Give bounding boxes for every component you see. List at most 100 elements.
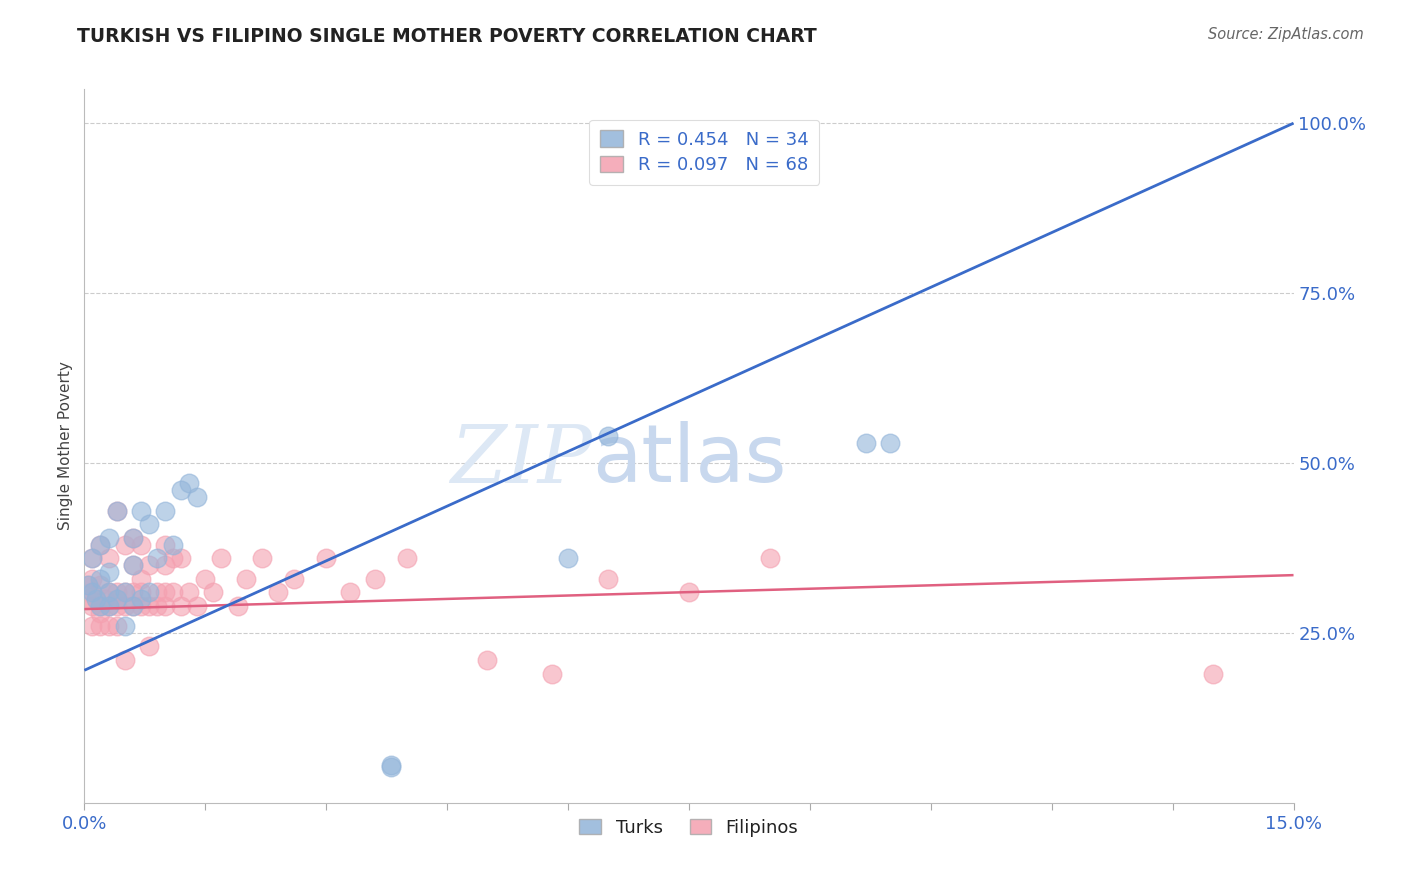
Point xyxy=(89,537,111,551)
Point xyxy=(153,585,176,599)
Point xyxy=(97,619,120,633)
Point xyxy=(146,599,169,613)
Point xyxy=(153,537,176,551)
Point xyxy=(129,537,152,551)
Point xyxy=(339,585,361,599)
Point xyxy=(82,599,104,613)
Point xyxy=(105,591,128,606)
Point xyxy=(105,503,128,517)
Point xyxy=(678,585,700,599)
Text: Source: ZipAtlas.com: Source: ZipAtlas.com xyxy=(1208,27,1364,42)
Point xyxy=(105,591,128,606)
Point xyxy=(380,760,402,774)
Point xyxy=(267,585,290,599)
Legend: Turks, Filipinos: Turks, Filipinos xyxy=(572,812,806,844)
Point xyxy=(209,551,232,566)
Point xyxy=(105,503,128,517)
Y-axis label: Single Mother Poverty: Single Mother Poverty xyxy=(58,361,73,531)
Point xyxy=(138,585,160,599)
Point xyxy=(82,585,104,599)
Point xyxy=(541,666,564,681)
Point xyxy=(121,558,143,572)
Point xyxy=(363,572,385,586)
Point xyxy=(477,653,499,667)
Point xyxy=(153,599,176,613)
Point xyxy=(855,435,877,450)
Point xyxy=(138,599,160,613)
Point xyxy=(129,503,152,517)
Point xyxy=(89,537,111,551)
Point xyxy=(97,585,120,599)
Point xyxy=(82,551,104,566)
Point xyxy=(114,599,136,613)
Point xyxy=(598,429,620,443)
Point xyxy=(76,591,98,606)
Point xyxy=(97,531,120,545)
Point xyxy=(315,551,337,566)
Point xyxy=(86,591,108,606)
Point xyxy=(121,585,143,599)
Point xyxy=(89,606,111,620)
Point xyxy=(598,572,620,586)
Point xyxy=(114,585,136,599)
Point xyxy=(93,591,115,606)
Point xyxy=(129,599,152,613)
Point xyxy=(82,551,104,566)
Point xyxy=(186,490,208,504)
Point xyxy=(97,585,120,599)
Point xyxy=(97,599,120,613)
Point xyxy=(89,599,111,613)
Point xyxy=(380,757,402,772)
Point xyxy=(105,619,128,633)
Point xyxy=(170,551,193,566)
Point xyxy=(283,572,305,586)
Point xyxy=(114,585,136,599)
Point xyxy=(89,599,111,613)
Point xyxy=(138,517,160,532)
Point xyxy=(105,599,128,613)
Point xyxy=(82,572,104,586)
Point xyxy=(121,599,143,613)
Point xyxy=(146,551,169,566)
Point xyxy=(77,578,100,592)
Point xyxy=(86,591,108,606)
Point xyxy=(114,619,136,633)
Point xyxy=(250,551,273,566)
Point xyxy=(146,585,169,599)
Point xyxy=(879,435,901,450)
Point xyxy=(170,483,193,498)
Point xyxy=(557,551,579,566)
Text: TURKISH VS FILIPINO SINGLE MOTHER POVERTY CORRELATION CHART: TURKISH VS FILIPINO SINGLE MOTHER POVERT… xyxy=(77,27,817,45)
Point xyxy=(97,551,120,566)
Point xyxy=(226,599,249,613)
Point xyxy=(162,551,184,566)
Point xyxy=(162,585,184,599)
Point xyxy=(114,653,136,667)
Text: atlas: atlas xyxy=(592,421,786,500)
Point xyxy=(138,558,160,572)
Point xyxy=(89,619,111,633)
Point xyxy=(179,585,201,599)
Point xyxy=(138,640,160,654)
Point xyxy=(235,572,257,586)
Point xyxy=(129,591,152,606)
Point xyxy=(194,572,217,586)
Point xyxy=(121,531,143,545)
Point xyxy=(97,565,120,579)
Point xyxy=(114,537,136,551)
Point xyxy=(77,578,100,592)
Point xyxy=(1202,666,1225,681)
Text: ZIP: ZIP xyxy=(450,422,592,499)
Point xyxy=(202,585,225,599)
Point xyxy=(758,551,780,566)
Point xyxy=(82,619,104,633)
Point xyxy=(82,585,104,599)
Point xyxy=(97,599,120,613)
Point xyxy=(89,578,111,592)
Point xyxy=(179,476,201,491)
Point xyxy=(186,599,208,613)
Point xyxy=(105,585,128,599)
Point xyxy=(395,551,418,566)
Point xyxy=(153,558,176,572)
Point xyxy=(89,572,111,586)
